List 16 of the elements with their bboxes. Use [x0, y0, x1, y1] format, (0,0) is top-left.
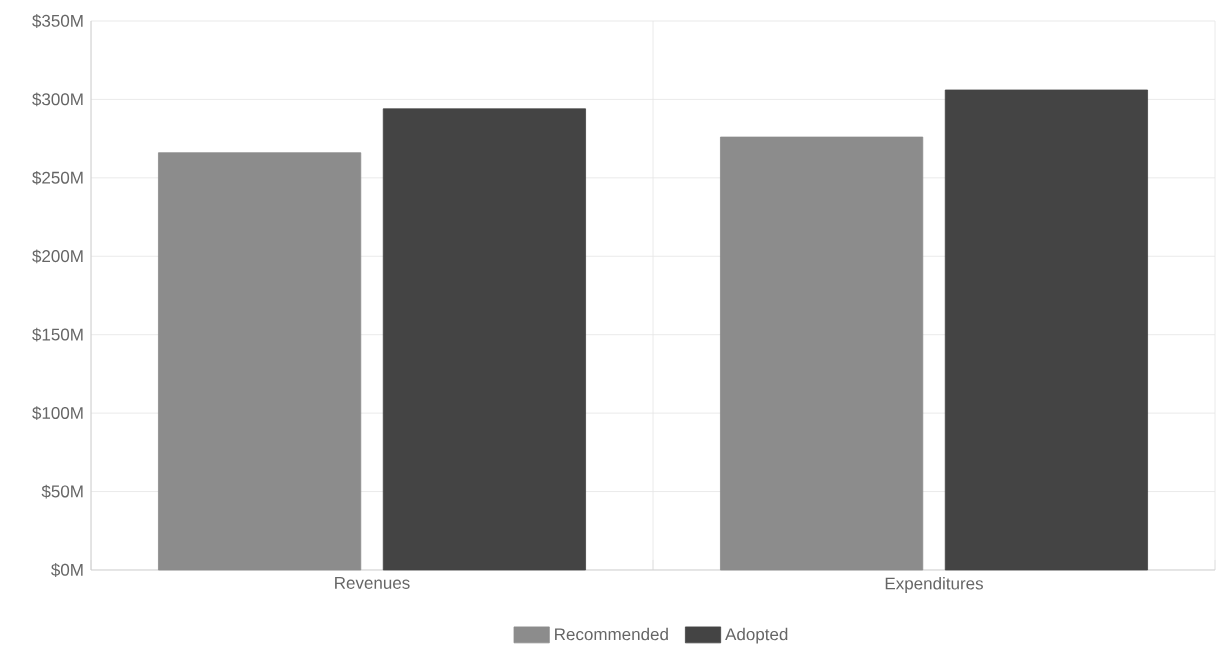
bar [382, 108, 586, 571]
x-tick-label: Expenditures [885, 577, 983, 593]
x-tick-label: Revenues [335, 577, 410, 589]
legend-label: Recommended [555, 627, 668, 641]
y-tick-label: $0M [51, 563, 83, 577]
legend-label: Adopted [725, 627, 788, 644]
y-tick-label: $350M [32, 14, 83, 28]
y-tick-label: $150M [32, 327, 83, 342]
y-tick-label: $250M [32, 170, 83, 185]
y-tick-label: $50M [41, 484, 83, 499]
y-tick-label: $300M [32, 92, 83, 107]
y-tick-label: $100M [32, 406, 83, 421]
bar [158, 152, 362, 571]
bar [944, 89, 1148, 571]
bar [720, 136, 924, 571]
y-tick-label: $200M [32, 249, 83, 264]
